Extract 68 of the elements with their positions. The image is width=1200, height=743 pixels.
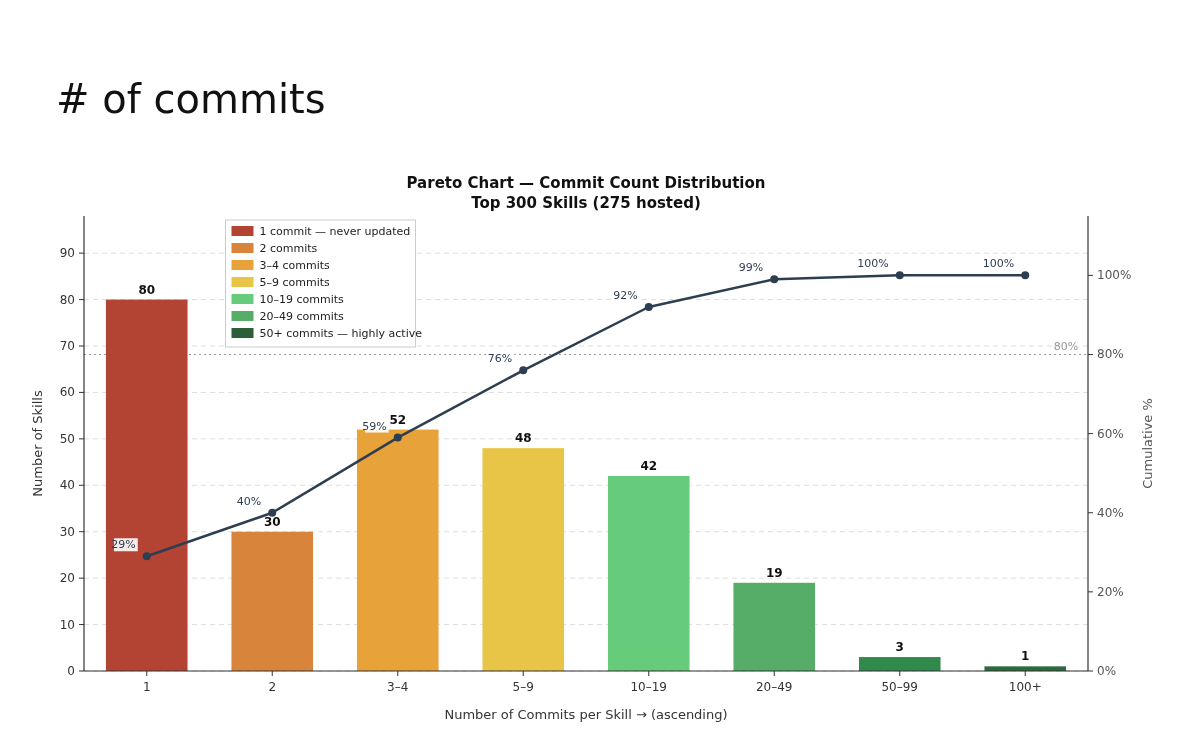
bar <box>607 476 690 671</box>
point <box>770 275 779 284</box>
y2-tick-label: 0% <box>1097 664 1117 678</box>
y-tick-label: 0 <box>67 664 75 678</box>
bar <box>231 531 314 671</box>
point <box>895 271 904 280</box>
x-tick-label: 2 <box>268 680 277 694</box>
data-label: 19 <box>765 565 783 580</box>
legend-label: 20–49 commits <box>259 310 345 323</box>
ref-line-label: 80% <box>1053 340 1079 354</box>
legend-label: 10–19 commits <box>259 293 345 306</box>
x-tick-label: 1 <box>142 680 151 694</box>
text: # of commits <box>56 76 326 122</box>
y-tick-label: 80 <box>59 292 75 307</box>
y2-axis-title: Cumulative % <box>1140 398 1155 489</box>
data-label: 42 <box>640 459 658 473</box>
y2-tick-label: 60% <box>1097 426 1124 441</box>
data-label: 1 <box>1021 649 1030 664</box>
data-label: 100% <box>982 257 1015 271</box>
y-tick-label: 30 <box>59 524 75 539</box>
chart-subtitle: Top 300 Skills (275 hosted) <box>471 194 701 212</box>
data-label: 48 <box>514 431 532 446</box>
x-tick-label: 10–19 <box>630 680 668 694</box>
point <box>142 552 151 561</box>
data-label: 100% <box>857 257 889 271</box>
point <box>268 508 277 517</box>
bar <box>356 429 439 671</box>
data-label: 80 <box>138 282 156 297</box>
data-label: 30 <box>263 514 281 529</box>
bar <box>482 448 565 671</box>
legend-label: 2 commits <box>259 242 318 255</box>
y-tick-label: 90 <box>59 246 75 261</box>
legend-label: 1 commit — never updated <box>259 225 411 238</box>
data-label: 52 <box>389 412 407 427</box>
chart-title: Pareto Chart — Commit Count Distribution <box>406 174 766 192</box>
y-tick-label: 40 <box>59 478 75 493</box>
point <box>1021 271 1030 280</box>
data-label: 59% <box>362 419 387 433</box>
x-tick-label: 100+ <box>1008 680 1042 694</box>
bar <box>858 657 941 671</box>
point <box>519 366 528 375</box>
x-tick-label: 5–9 <box>512 680 534 694</box>
legend-label: 5–9 commits <box>259 276 331 289</box>
data-label: 40% <box>236 494 262 508</box>
x-tick-label: 3–4 <box>387 680 409 694</box>
data-label: 3 <box>895 640 904 655</box>
y2-tick-label: 40% <box>1097 505 1124 520</box>
y-tick-label: 10 <box>59 617 75 632</box>
data-label: 92% <box>613 289 638 302</box>
point <box>644 303 653 311</box>
x-tick-label: 20–49 <box>755 680 793 694</box>
bar <box>733 582 816 671</box>
y-tick-label: 20 <box>59 571 75 586</box>
y2-tick-label: 20% <box>1097 584 1124 599</box>
y-tick-label: 60 <box>59 385 75 400</box>
y2-tick-label: 100% <box>1097 268 1132 283</box>
legend-label: 50+ commits — highly active <box>259 327 423 340</box>
data-label: 99% <box>738 261 764 275</box>
y-tick-label: 50 <box>59 431 75 446</box>
point <box>393 433 402 442</box>
x-axis-title: Number of Commits per Skill → (ascending) <box>444 707 728 722</box>
bar <box>105 299 188 671</box>
legend-label: 3–4 commits <box>259 259 331 272</box>
x-tick-label: 50–99 <box>881 680 919 694</box>
y-tick-label: 70 <box>59 339 75 353</box>
data-label: 76% <box>487 352 513 366</box>
y-axis-title: Number of Skills <box>30 390 45 497</box>
y2-tick-label: 80% <box>1097 347 1124 362</box>
